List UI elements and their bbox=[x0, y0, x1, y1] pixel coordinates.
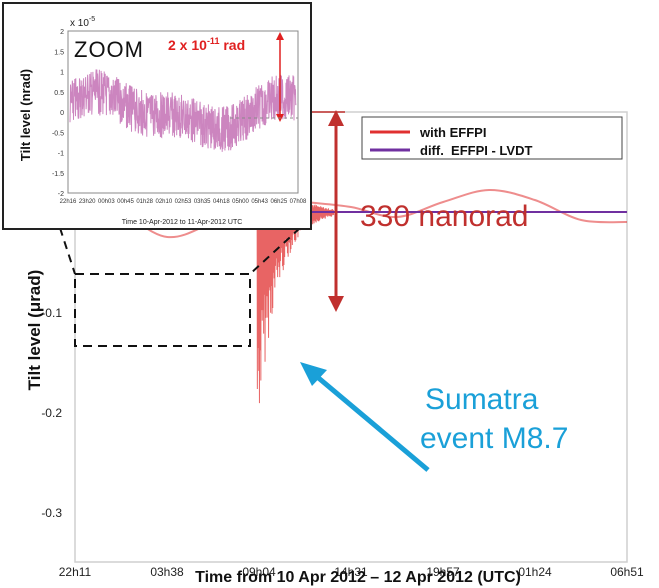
zoom-selection-box bbox=[74, 273, 251, 347]
zoom-connector-right bbox=[249, 227, 301, 275]
inset-x-tick-label: 05h43 bbox=[251, 199, 268, 205]
main-x-tick-label: 09h04 bbox=[242, 565, 276, 579]
main-x-tick-label: 01h24 bbox=[518, 565, 552, 579]
inset-amplitude-arrow bbox=[230, 32, 298, 122]
main-y-axis-label: Tilt level (μrad) bbox=[25, 270, 44, 391]
inset-y-tick-label: 2 bbox=[60, 29, 64, 36]
inset-title: ZOOM bbox=[74, 37, 144, 62]
legend-box bbox=[361, 116, 623, 160]
inset-x-tick-label: 04h18 bbox=[213, 199, 230, 205]
event-annotation-line1: Sumatra bbox=[425, 383, 539, 416]
inset-x-tick-label: 02h10 bbox=[155, 199, 172, 205]
inset-x-tick-label: 00h03 bbox=[98, 199, 115, 205]
legend: with EFFPI diff. EFFPI - LVDT bbox=[361, 116, 623, 160]
main-x-tick-label: 22h11 bbox=[59, 565, 92, 579]
amplitude-annotation: 330 nanorad bbox=[360, 200, 529, 233]
inset-y-tick-label: -0.5 bbox=[52, 130, 64, 137]
event-arrow bbox=[300, 362, 430, 472]
inset-x-tick-label: 22h16 bbox=[60, 199, 77, 205]
inset-x-tick-label: 01h28 bbox=[136, 199, 153, 205]
inset-x-tick-label: 00h45 bbox=[117, 199, 134, 205]
inset-y-tick-label: -1 bbox=[58, 151, 64, 158]
inset-amplitude-annotation: 2 x 10-11 rad bbox=[168, 36, 245, 53]
inset-y-tick-label: -1.5 bbox=[52, 171, 64, 178]
inset-x-tick-label: 02h53 bbox=[175, 199, 192, 205]
inset-y-tick-label: 1.5 bbox=[54, 49, 64, 56]
inset-x-tick-label: 05h00 bbox=[232, 199, 249, 205]
inset-y-axis-label: Tilt level (nrad) bbox=[18, 69, 33, 161]
inset-y-tick-label: -2 bbox=[58, 191, 64, 198]
inset-x-tick-label: 03h35 bbox=[194, 199, 211, 205]
main-y-tick-label: -0.2 bbox=[41, 406, 62, 420]
main-x-tick-label: 14h31 bbox=[334, 565, 368, 579]
inset-y-tick-label: 1 bbox=[60, 70, 64, 77]
main-x-tick-labels: 22h11 03h38 09h04 14h31 19h57 01h24 06h51 bbox=[59, 565, 644, 579]
inset-x-axis-label: Time 10-Apr-2012 to 11-Apr-2012 UTC bbox=[122, 219, 243, 226]
inset-y-tick-label: 0.5 bbox=[54, 90, 64, 97]
inset-y-tick-labels: 2 1.5 1 0.5 0 -0.5 -1 -1.5 -2 bbox=[52, 29, 64, 198]
main-x-tick-label: 06h51 bbox=[610, 565, 644, 579]
legend-label-diff: diff. EFFPI - LVDT bbox=[420, 143, 532, 158]
main-x-tick-label: 19h57 bbox=[426, 565, 460, 579]
series-with-effpi-line bbox=[74, 188, 628, 239]
main-y-tick-label: -0.3 bbox=[41, 506, 62, 520]
inset-y-scale: x 10-5 bbox=[70, 16, 95, 29]
zoom-connector-left bbox=[59, 227, 76, 275]
inset-y-tick-label: 0 bbox=[60, 110, 64, 117]
legend-label-effpi: with EFFPI bbox=[419, 125, 486, 140]
main-x-axis-label: Time from 10 Apr 2012 – 12 Apr 2012 (UTC… bbox=[195, 569, 521, 586]
inset-x-tick-labels: 22h16 23h20 00h03 00h45 01h28 02h10 02h53 03h35… bbox=[60, 199, 307, 205]
event-annotation-line2: event M8.7 bbox=[420, 422, 568, 455]
inset-series-trace bbox=[69, 69, 297, 152]
inset-x-tick-label: 23h20 bbox=[79, 199, 96, 205]
inset-x-tick-label: 06h25 bbox=[270, 199, 287, 205]
amplitude-arrow bbox=[300, 110, 345, 312]
main-x-tick-label: 03h38 bbox=[150, 565, 184, 579]
main-y-tick-label: -0.1 bbox=[41, 306, 62, 320]
inset-x-tick-label: 07h08 bbox=[290, 199, 307, 205]
